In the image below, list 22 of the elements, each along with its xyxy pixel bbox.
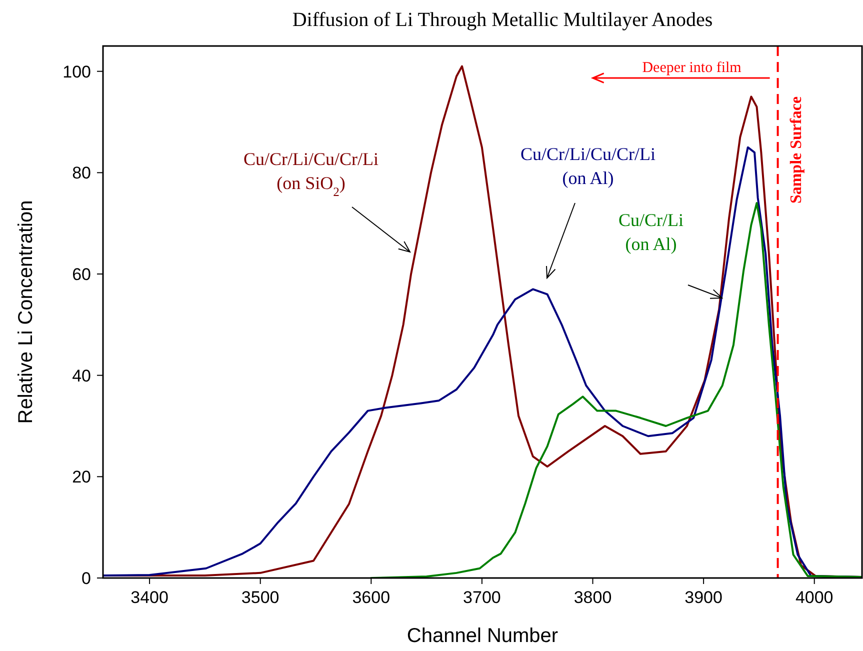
y-tick-label: 60 [72,265,91,284]
x-tick-label: 3700 [463,588,501,607]
text: Cu/Cr/Li/Cu/Cr/Li (on SiO$_{2}$) [243,149,379,199]
x-tick-label: 3900 [684,588,722,607]
chart-title: Diffusion of Li Through Metallic Multilayer Anodes [292,9,713,31]
y-tick-label: 40 [72,366,91,386]
ref-line-label: Sample Surface [788,96,805,204]
y-axis-title: Relative Li Concentration [15,200,37,424]
annotation: Deeper into film [642,60,742,76]
text: Cu/Cr/Li/Cu/Cr/Li (on Al) [520,144,656,188]
x-tick-label: 3800 [574,588,612,607]
x-tick-label: 3600 [352,588,390,607]
text: Cu/Cr/Li (on Al) [618,210,684,254]
x-tick-label: 3500 [241,588,280,607]
y-tick-label: 0 [82,569,91,588]
y-tick-label: 20 [72,468,91,487]
x-axis-title: Channel Number [406,625,558,647]
x-tick-label: 4000 [795,588,834,607]
y-tick-label: 100 [62,62,91,82]
y-tick-label: 80 [72,164,91,183]
x-tick-label: 3400 [130,588,168,607]
line-series [370,202,862,578]
